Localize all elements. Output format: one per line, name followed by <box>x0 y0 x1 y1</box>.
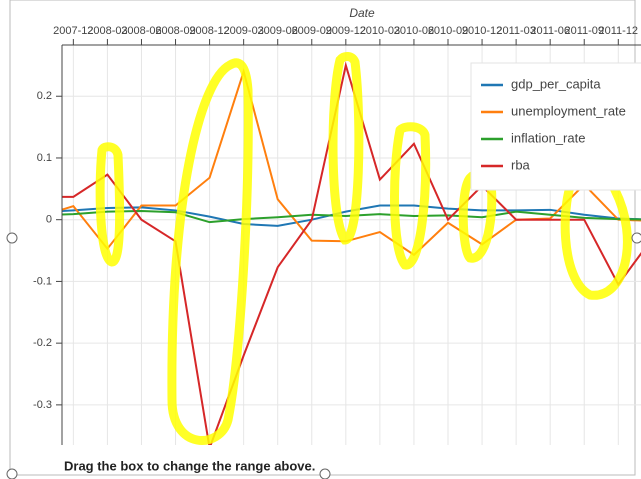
y-tick-label: 0.2 <box>37 90 52 102</box>
x-tick-label: 2011-09 <box>564 25 604 37</box>
x-tick-label: 2008-12 <box>189 25 229 37</box>
series-line <box>62 204 641 227</box>
x-tick-label: 2010-06 <box>394 25 434 37</box>
x-axis-title: Date <box>349 6 375 20</box>
resize-handle[interactable] <box>6 468 18 479</box>
legend-label: rba <box>511 157 531 172</box>
resize-handle[interactable] <box>631 232 641 244</box>
x-tick-label: 2009-03 <box>223 25 263 37</box>
resize-handle[interactable] <box>6 232 18 244</box>
legend-label: unemployment_rate <box>511 103 626 118</box>
x-tick-label: 2010-03 <box>360 25 400 37</box>
x-tick-label: 2011-06 <box>530 25 570 37</box>
x-tick-label: 2009-12 <box>326 25 366 37</box>
y-tick-label: 0 <box>46 214 52 226</box>
series-line <box>62 210 641 224</box>
highlight-mark <box>95 142 125 267</box>
y-tick-label: 0.1 <box>37 152 52 164</box>
x-tick-label: 2011-12 <box>599 25 639 37</box>
x-tick-label: 2010-09 <box>428 25 468 37</box>
series-line <box>62 61 641 445</box>
legend-label: gdp_per_capita <box>511 76 601 91</box>
caption: Drag the box to change the range above. <box>64 458 315 473</box>
y-tick-label: -0.1 <box>33 275 52 287</box>
highlight-mark <box>390 122 431 270</box>
legend-label: inflation_rate <box>511 130 585 145</box>
x-tick-label: 2011-03 <box>496 25 536 37</box>
axes: 0.2 0.1 0 -0.1 -0.2 -0.3 2007-122008-032008-06… <box>33 25 641 445</box>
x-tick-label: 2010-12 <box>462 25 502 37</box>
legend: gdp_per_capita unemployment_rate inflation… <box>470 62 641 191</box>
x-tick-label: 2008-03 <box>87 25 127 37</box>
y-tick-label: -0.2 <box>33 337 52 349</box>
resize-handle[interactable] <box>319 468 331 479</box>
y-tick-label: -0.3 <box>33 399 52 411</box>
highlight-mark <box>167 58 253 445</box>
x-tick-label: 2009-09 <box>292 25 332 37</box>
x-tick-label: 2009-06 <box>258 25 298 37</box>
x-tick-label: 2007-12 <box>53 25 93 37</box>
highlight-mark <box>328 52 364 245</box>
x-tick-label: 2008-09 <box>155 25 195 37</box>
x-tick-label: 2008-06 <box>121 25 161 37</box>
